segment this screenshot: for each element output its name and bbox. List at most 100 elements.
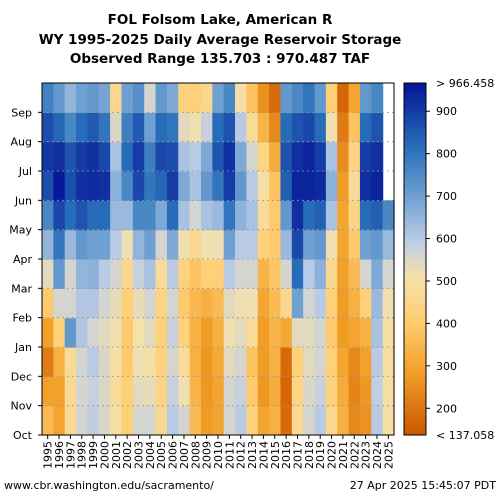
heatmap-cell — [132, 83, 145, 113]
x-tick-label: 2022 — [348, 441, 361, 469]
heatmap-cell — [348, 141, 361, 172]
colorbar-min-label: < 137.058 — [436, 429, 494, 442]
heatmap-cell — [303, 288, 316, 319]
colorbar-segment — [404, 264, 426, 269]
colorbar-segment — [404, 367, 426, 371]
heatmap-cell — [189, 317, 202, 348]
heatmap-cell — [87, 347, 100, 377]
heatmap-cell — [200, 229, 213, 260]
heatmap-cell — [200, 112, 213, 143]
colorbar-segment — [404, 94, 426, 99]
heatmap-cell — [325, 288, 338, 319]
heatmap-cell — [246, 347, 259, 377]
heatmap-cell — [348, 347, 361, 377]
heatmap-cell — [269, 347, 282, 377]
heatmap-cell — [257, 405, 270, 436]
heatmap-cell — [235, 405, 247, 436]
heatmap-cell — [337, 376, 350, 407]
heatmap-cell — [87, 200, 100, 231]
heatmap-cell — [280, 259, 293, 289]
colorbar-segment — [404, 261, 426, 266]
colorbar-segment — [404, 326, 426, 330]
heatmap-cell — [200, 200, 213, 231]
y-tick-label: Feb — [13, 312, 32, 325]
heatmap-cell — [235, 200, 247, 231]
heatmap-cell — [200, 347, 213, 377]
colorbar-segment — [404, 305, 426, 310]
colorbar-segment — [404, 358, 426, 363]
heatmap-cell — [200, 405, 213, 436]
heatmap-cell — [246, 288, 259, 319]
heatmap-cell — [303, 83, 316, 113]
heatmap-cell — [87, 229, 100, 260]
x-tick-label: 2003 — [133, 441, 146, 469]
heatmap-cell — [291, 405, 304, 436]
heatmap-cell — [121, 317, 134, 348]
x-tick-label: 1995 — [42, 441, 55, 469]
heatmap-cell — [325, 347, 338, 377]
heatmap-cell — [144, 112, 157, 143]
colorbar-segment — [404, 217, 426, 222]
colorbar-segment — [404, 165, 426, 169]
heatmap-cell — [189, 376, 202, 407]
heatmap-cell — [325, 229, 338, 260]
x-tick-label: 1997 — [64, 441, 77, 469]
x-tick-label: 2011 — [223, 441, 236, 469]
heatmap-cell — [235, 376, 247, 407]
colorbar-segment — [404, 185, 426, 190]
heatmap-cell — [314, 229, 327, 260]
heatmap-cell — [98, 171, 111, 201]
heatmap-cell — [371, 288, 384, 319]
heatmap-cell — [189, 200, 202, 231]
heatmap-cell — [42, 171, 54, 201]
heatmap-cell — [53, 200, 66, 231]
heatmap-cell — [337, 112, 350, 143]
heatmap-cell — [98, 259, 111, 289]
heatmap-cell — [200, 288, 213, 319]
heatmap-cell — [212, 376, 225, 407]
heatmap-cell — [178, 405, 191, 436]
colorbar-segment — [404, 329, 426, 333]
heatmap-cell — [189, 347, 202, 377]
gridlines — [42, 111, 394, 407]
colorbar-segment — [404, 332, 426, 336]
heatmap-cell — [382, 200, 395, 231]
heatmap-cell — [42, 259, 54, 289]
heatmap-cell — [166, 288, 179, 319]
x-tick-label: 1999 — [87, 441, 100, 469]
heatmap-cell — [53, 347, 66, 377]
heatmap-cell — [235, 229, 247, 260]
heatmap-cell — [189, 229, 202, 260]
heatmap-cell — [382, 229, 395, 260]
heatmap-cell — [314, 376, 327, 407]
heatmap-cell — [291, 171, 304, 201]
y-tick-label: Nov — [11, 400, 33, 413]
colorbar-segment — [404, 270, 426, 275]
colorbar-segment — [404, 294, 426, 298]
heatmap-cell — [212, 259, 225, 289]
colorbar-segment — [404, 288, 426, 292]
colorbar-tick-label: 200 — [436, 402, 457, 415]
colorbar-segment — [404, 317, 426, 322]
heatmap-cell — [269, 376, 282, 407]
x-axis-ticks: 1995199619971998199920002001200220032004… — [42, 435, 395, 469]
heatmap-cell — [325, 83, 338, 113]
heatmap-cell — [359, 171, 372, 201]
heatmap-cell — [223, 376, 236, 407]
heatmap-cell — [87, 376, 100, 407]
heatmap-cell — [144, 347, 157, 377]
heatmap-cell — [144, 405, 157, 436]
colorbar-segment — [404, 344, 426, 348]
colorbar-segment — [404, 426, 426, 430]
colorbar-segment — [404, 276, 426, 281]
x-tick-label: 2012 — [235, 441, 248, 469]
heatmap-cell — [314, 141, 327, 172]
x-tick-label: 2016 — [280, 441, 293, 469]
heatmap-cell — [303, 171, 316, 201]
heatmap-cell — [359, 317, 372, 348]
y-tick-label: May — [9, 224, 32, 237]
colorbar-segment — [404, 364, 426, 369]
colorbar-segment — [404, 147, 426, 151]
heatmap-cell — [212, 347, 225, 377]
